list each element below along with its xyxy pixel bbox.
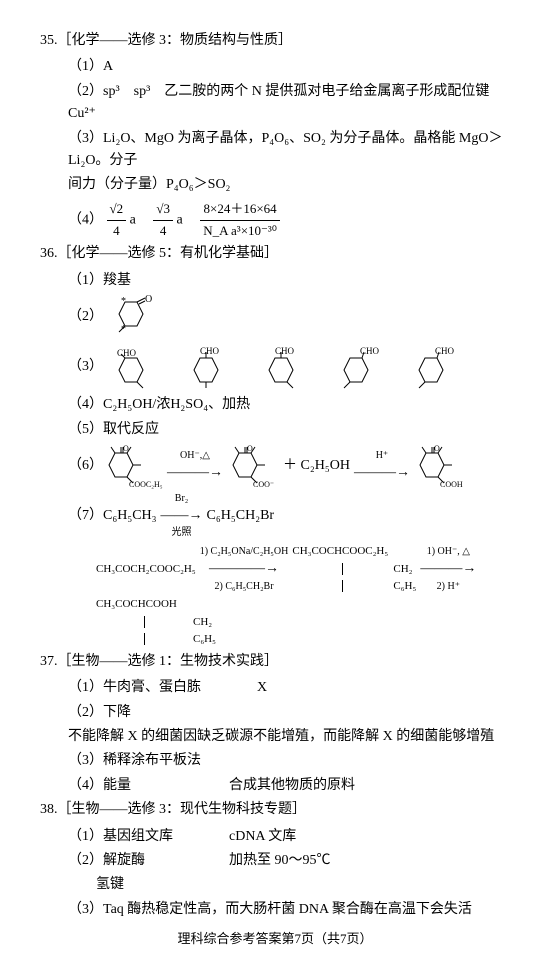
svg-text:COOH: COOH bbox=[440, 480, 463, 489]
svg-text:CHO: CHO bbox=[275, 346, 295, 356]
q36-p4: （4）C₂H₅OH/浓H₂SO₄、加热 bbox=[40, 394, 510, 416]
q36-p7a: （7） C₆H₅CH₃ Br₂——→光照 C₆H₅CH₂Br bbox=[40, 491, 510, 541]
svg-text:COO⁻: COO⁻ bbox=[253, 480, 274, 489]
q35-p4: （4） √24 a √34 a 8×24＋16×64N_A a³×10⁻³⁰ bbox=[40, 199, 510, 242]
q37-p1: （1）牛肉膏、蛋白胨 X bbox=[40, 677, 510, 699]
q37-p4: （4）能量 合成其他物质的原料 bbox=[40, 775, 510, 797]
product2-icon: O COOH bbox=[414, 443, 470, 489]
q36-p3: （3） CHO CHO CHO CHO CHO bbox=[40, 342, 510, 392]
q38-p1: （1）基因组文库 cDNA 文库 bbox=[40, 826, 510, 848]
q38-title: 38.［生物——选修 3：现代生物科技专题］ bbox=[40, 799, 510, 821]
q35-p1: （1）A bbox=[40, 56, 510, 78]
structures-row-icon: CHO CHO CHO CHO CHO bbox=[107, 342, 487, 392]
q35-p3b: 间力（分子量）P₄O₆＞SO₂ bbox=[40, 174, 510, 196]
q36-p1: （1）羧基 bbox=[40, 270, 510, 292]
cyclohexane-ketone-icon: O * * bbox=[107, 294, 157, 340]
q38-p3: （3）Taq 酶热稳定性高，而大肠杆菌 DNA 聚合酶在高温下会失活 bbox=[40, 899, 510, 921]
q35-p3a: （3）Li₂O、MgO 为离子晶体，P₄O₆、SO₂ 为分子晶体。晶格能 MgO… bbox=[40, 128, 510, 173]
q36-p2: （2） O * * bbox=[40, 294, 510, 340]
svg-text:*: * bbox=[121, 296, 126, 307]
q36-p6: （6） O COOC₂H₅ OH⁻,△———→ O COO⁻ ＋ C₂H₅OH … bbox=[40, 443, 510, 489]
svg-text:O: O bbox=[434, 444, 440, 453]
svg-text:O: O bbox=[145, 294, 152, 305]
svg-text:COOC₂H₅: COOC₂H₅ bbox=[129, 480, 163, 489]
svg-text:O: O bbox=[123, 444, 129, 453]
svg-text:CHO: CHO bbox=[117, 348, 137, 358]
svg-text:CHO: CHO bbox=[200, 346, 220, 356]
page-footer: 理科综合参考答案第7页（共7页） bbox=[40, 929, 510, 950]
q37-p2a: （2）下降 bbox=[40, 702, 510, 724]
q37-p3: （3）稀释涂布平板法 bbox=[40, 750, 510, 772]
svg-text:O: O bbox=[247, 444, 253, 453]
q37-p2b: 不能降解 X 的细菌因缺乏碳源不能增殖，而能降解 X 的细菌能够增殖 bbox=[40, 726, 510, 748]
q36-p7b: CH₃COCH₂COOC₂H₅ 1) C₂H₅ONa/C₂H₅OH————→2)… bbox=[40, 543, 510, 649]
product1-icon: O COO⁻ bbox=[227, 443, 283, 489]
q35-title: 35.［化学——选修 3：物质结构与性质］ bbox=[40, 30, 510, 52]
reactant1-icon: O COOC₂H₅ bbox=[103, 443, 163, 489]
q38-p2a: （2）解旋酶 加热至 90～95℃ bbox=[40, 850, 510, 872]
q35-p2: （2）sp³ sp³ 乙二胺的两个 N 提供孤对电子给金属离子形成配位键 Cu²… bbox=[40, 81, 510, 126]
q37-title: 37.［生物——选修 1：生物技术实践］ bbox=[40, 651, 510, 673]
q38-p2b: 氢键 bbox=[40, 874, 510, 896]
q36-title: 36.［化学——选修 5：有机化学基础］ bbox=[40, 243, 510, 265]
q36-p5: （5）取代反应 bbox=[40, 419, 510, 441]
